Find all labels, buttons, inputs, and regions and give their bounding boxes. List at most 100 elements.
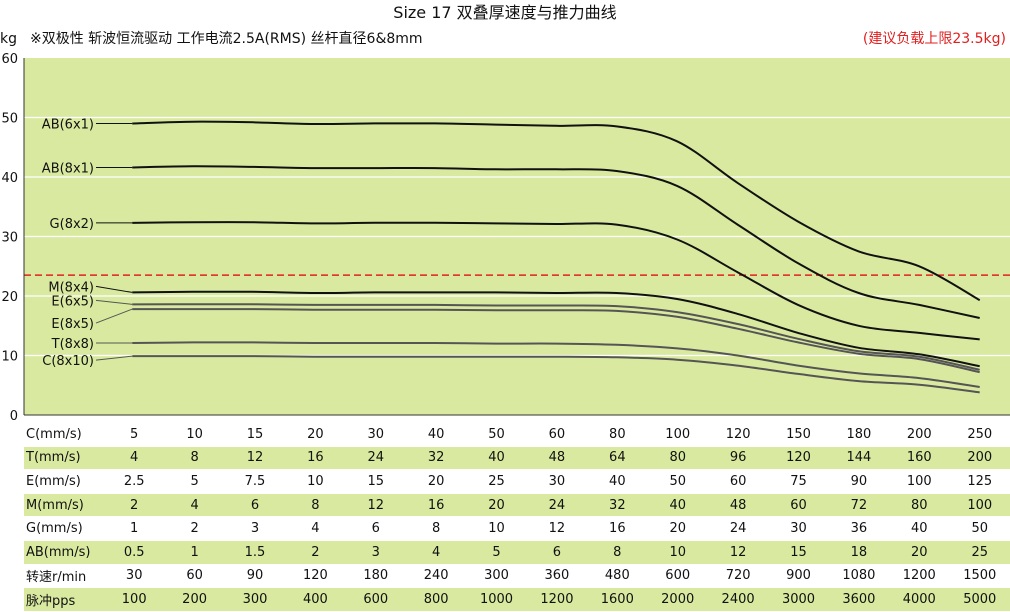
table-cell: 300 <box>224 587 286 612</box>
y-tick-label: 30 <box>1 231 18 246</box>
series-line <box>132 120 981 302</box>
table-cell: 3 <box>345 540 406 565</box>
table-cell: 4 <box>104 446 165 470</box>
table-cell: 12 <box>548 521 566 537</box>
series-label: AB(8x1) <box>42 161 94 176</box>
series-labels: AB(6x1) AB(8x1) G(8x2) M(8x4)E(6x5) E(8x5) T(… <box>42 117 133 369</box>
table-row-label: T(mm/s) <box>24 446 104 470</box>
table-cell: 200 <box>906 426 932 442</box>
table-cell: 5 <box>466 540 527 565</box>
speed-thrust-chart: 0 10 20 30 40 50 60 AB(6x1) AB(8x1) G(8x2) M(8x4)… <box>0 3 1010 424</box>
table-row: 脉冲pps 100 200 300 400 600 800 1000 1200 1600 2000 2… <box>24 587 1010 612</box>
table-cell: 15 <box>246 426 264 442</box>
table-cell: 120 <box>302 568 328 584</box>
table-cell: 60 <box>768 493 829 517</box>
table-cell: 12 <box>224 446 286 470</box>
table-row: M(mm/s) 2 4 6 8 12 16 20 24 32 40 48 60 72 80 100 <box>24 493 1010 517</box>
table-cell: 150 <box>786 426 811 442</box>
table-cell: 30 <box>548 473 566 489</box>
table-cell: 2 <box>285 540 346 565</box>
series-line <box>132 355 980 394</box>
series-label: M(8x4) <box>48 280 94 295</box>
table-cell: 8 <box>285 493 346 517</box>
table-cell: 40 <box>466 446 527 470</box>
table-row-label: AB(mm/s) <box>24 540 104 565</box>
y-axis-ticks: 0 10 20 30 40 50 60 <box>1 52 18 424</box>
series-line <box>132 303 980 371</box>
table-cell: 10 <box>186 426 203 442</box>
series-label-leader <box>95 285 133 293</box>
y-tick-label: 50 <box>1 112 18 127</box>
table-cell: 200 <box>164 587 225 612</box>
table-cell: 240 <box>423 568 449 584</box>
table-cell: 24 <box>345 446 406 470</box>
table-cell: 120 <box>768 446 829 470</box>
table-cell: 30 <box>125 568 143 584</box>
table-row-label: E(mm/s) <box>26 473 81 489</box>
table-cell: 90 <box>850 473 868 489</box>
table-cell: 144 <box>828 446 890 470</box>
table-row-label: C(mm/s) <box>26 426 82 442</box>
table-cell: 2.5 <box>123 473 145 489</box>
table-cell: 180 <box>846 426 872 442</box>
table-cell: 20 <box>669 521 686 537</box>
table-cell: 40 <box>647 493 708 517</box>
table-cell: 2400 <box>707 587 769 612</box>
y-tick-label: 60 <box>1 52 18 67</box>
table-row: G(mm/s) 1 2 3 4 6 8 10 12 16 20 24 30 36 40 50 <box>24 517 1010 541</box>
table-cell: 5000 <box>949 587 1010 612</box>
table-cell: 2 <box>104 493 165 517</box>
table-cell: 6 <box>526 540 588 565</box>
table-cell: 1000 <box>466 587 527 612</box>
series-line <box>132 308 980 374</box>
table-cell: 10 <box>307 473 324 489</box>
table-cell: 3600 <box>828 587 890 612</box>
series-label: T(8x8) <box>51 337 94 352</box>
series-line <box>132 221 980 341</box>
chart-subtitle: ※双极性 斩波恒流驱动 工作电流2.5A(RMS) 丝杆直径6&8mm <box>30 30 423 47</box>
series-label-leader <box>95 355 133 361</box>
table-cell: 5 <box>190 473 199 489</box>
table-cell: 250 <box>967 426 993 442</box>
table-cell: 100 <box>949 493 1010 517</box>
table-cell: 20 <box>427 473 445 489</box>
table-cell: 50 <box>971 521 988 537</box>
table-row: AB(mm/s) 0.5 1 1.5 2 3 4 5 6 8 10 12 15 18 20 25 <box>24 540 1010 565</box>
table-cell: 1 <box>130 521 139 537</box>
table-cell: 16 <box>285 446 346 470</box>
table-cell: 30 <box>367 426 385 442</box>
table-cell: 32 <box>405 446 467 470</box>
y-tick-label: 40 <box>1 171 18 186</box>
series-line <box>132 165 980 319</box>
table-cell: 8 <box>432 521 441 537</box>
table-cell: 600 <box>345 587 406 612</box>
table-cell: 3 <box>250 521 260 537</box>
series-label: E(8x5) <box>51 317 94 332</box>
table-row-label: G(mm/s) <box>26 521 83 537</box>
table-cell: 16 <box>609 521 626 537</box>
table-cell: 12 <box>345 493 406 517</box>
table-cell: 1.5 <box>224 540 286 565</box>
table-cell: 80 <box>609 426 626 442</box>
table-cell: 1500 <box>963 568 997 584</box>
table-cell: 20 <box>466 493 527 517</box>
y-tick-label: 0 <box>10 409 18 424</box>
table-cell: 2 <box>190 521 199 537</box>
table-cell: 50 <box>488 426 505 442</box>
table-row-label: M(mm/s) <box>24 493 104 517</box>
table-cell: 800 <box>405 587 467 612</box>
table-cell: 24 <box>526 493 588 517</box>
table-cell: 75 <box>790 473 807 489</box>
y-tick-label: 20 <box>1 290 18 305</box>
table-cell: 12 <box>707 540 769 565</box>
table-cell: 80 <box>647 446 708 470</box>
table-cell: 100 <box>665 426 691 442</box>
table-cell: 7.5 <box>244 473 266 489</box>
table-cell: 10 <box>488 521 505 537</box>
table-cell: 72 <box>828 493 890 517</box>
series-label: AB(6x1) <box>42 117 94 132</box>
table-cell: 20 <box>307 426 324 442</box>
series-label-leader <box>95 299 133 305</box>
table-cell: 20 <box>889 540 950 565</box>
series-label-leader <box>95 308 133 324</box>
